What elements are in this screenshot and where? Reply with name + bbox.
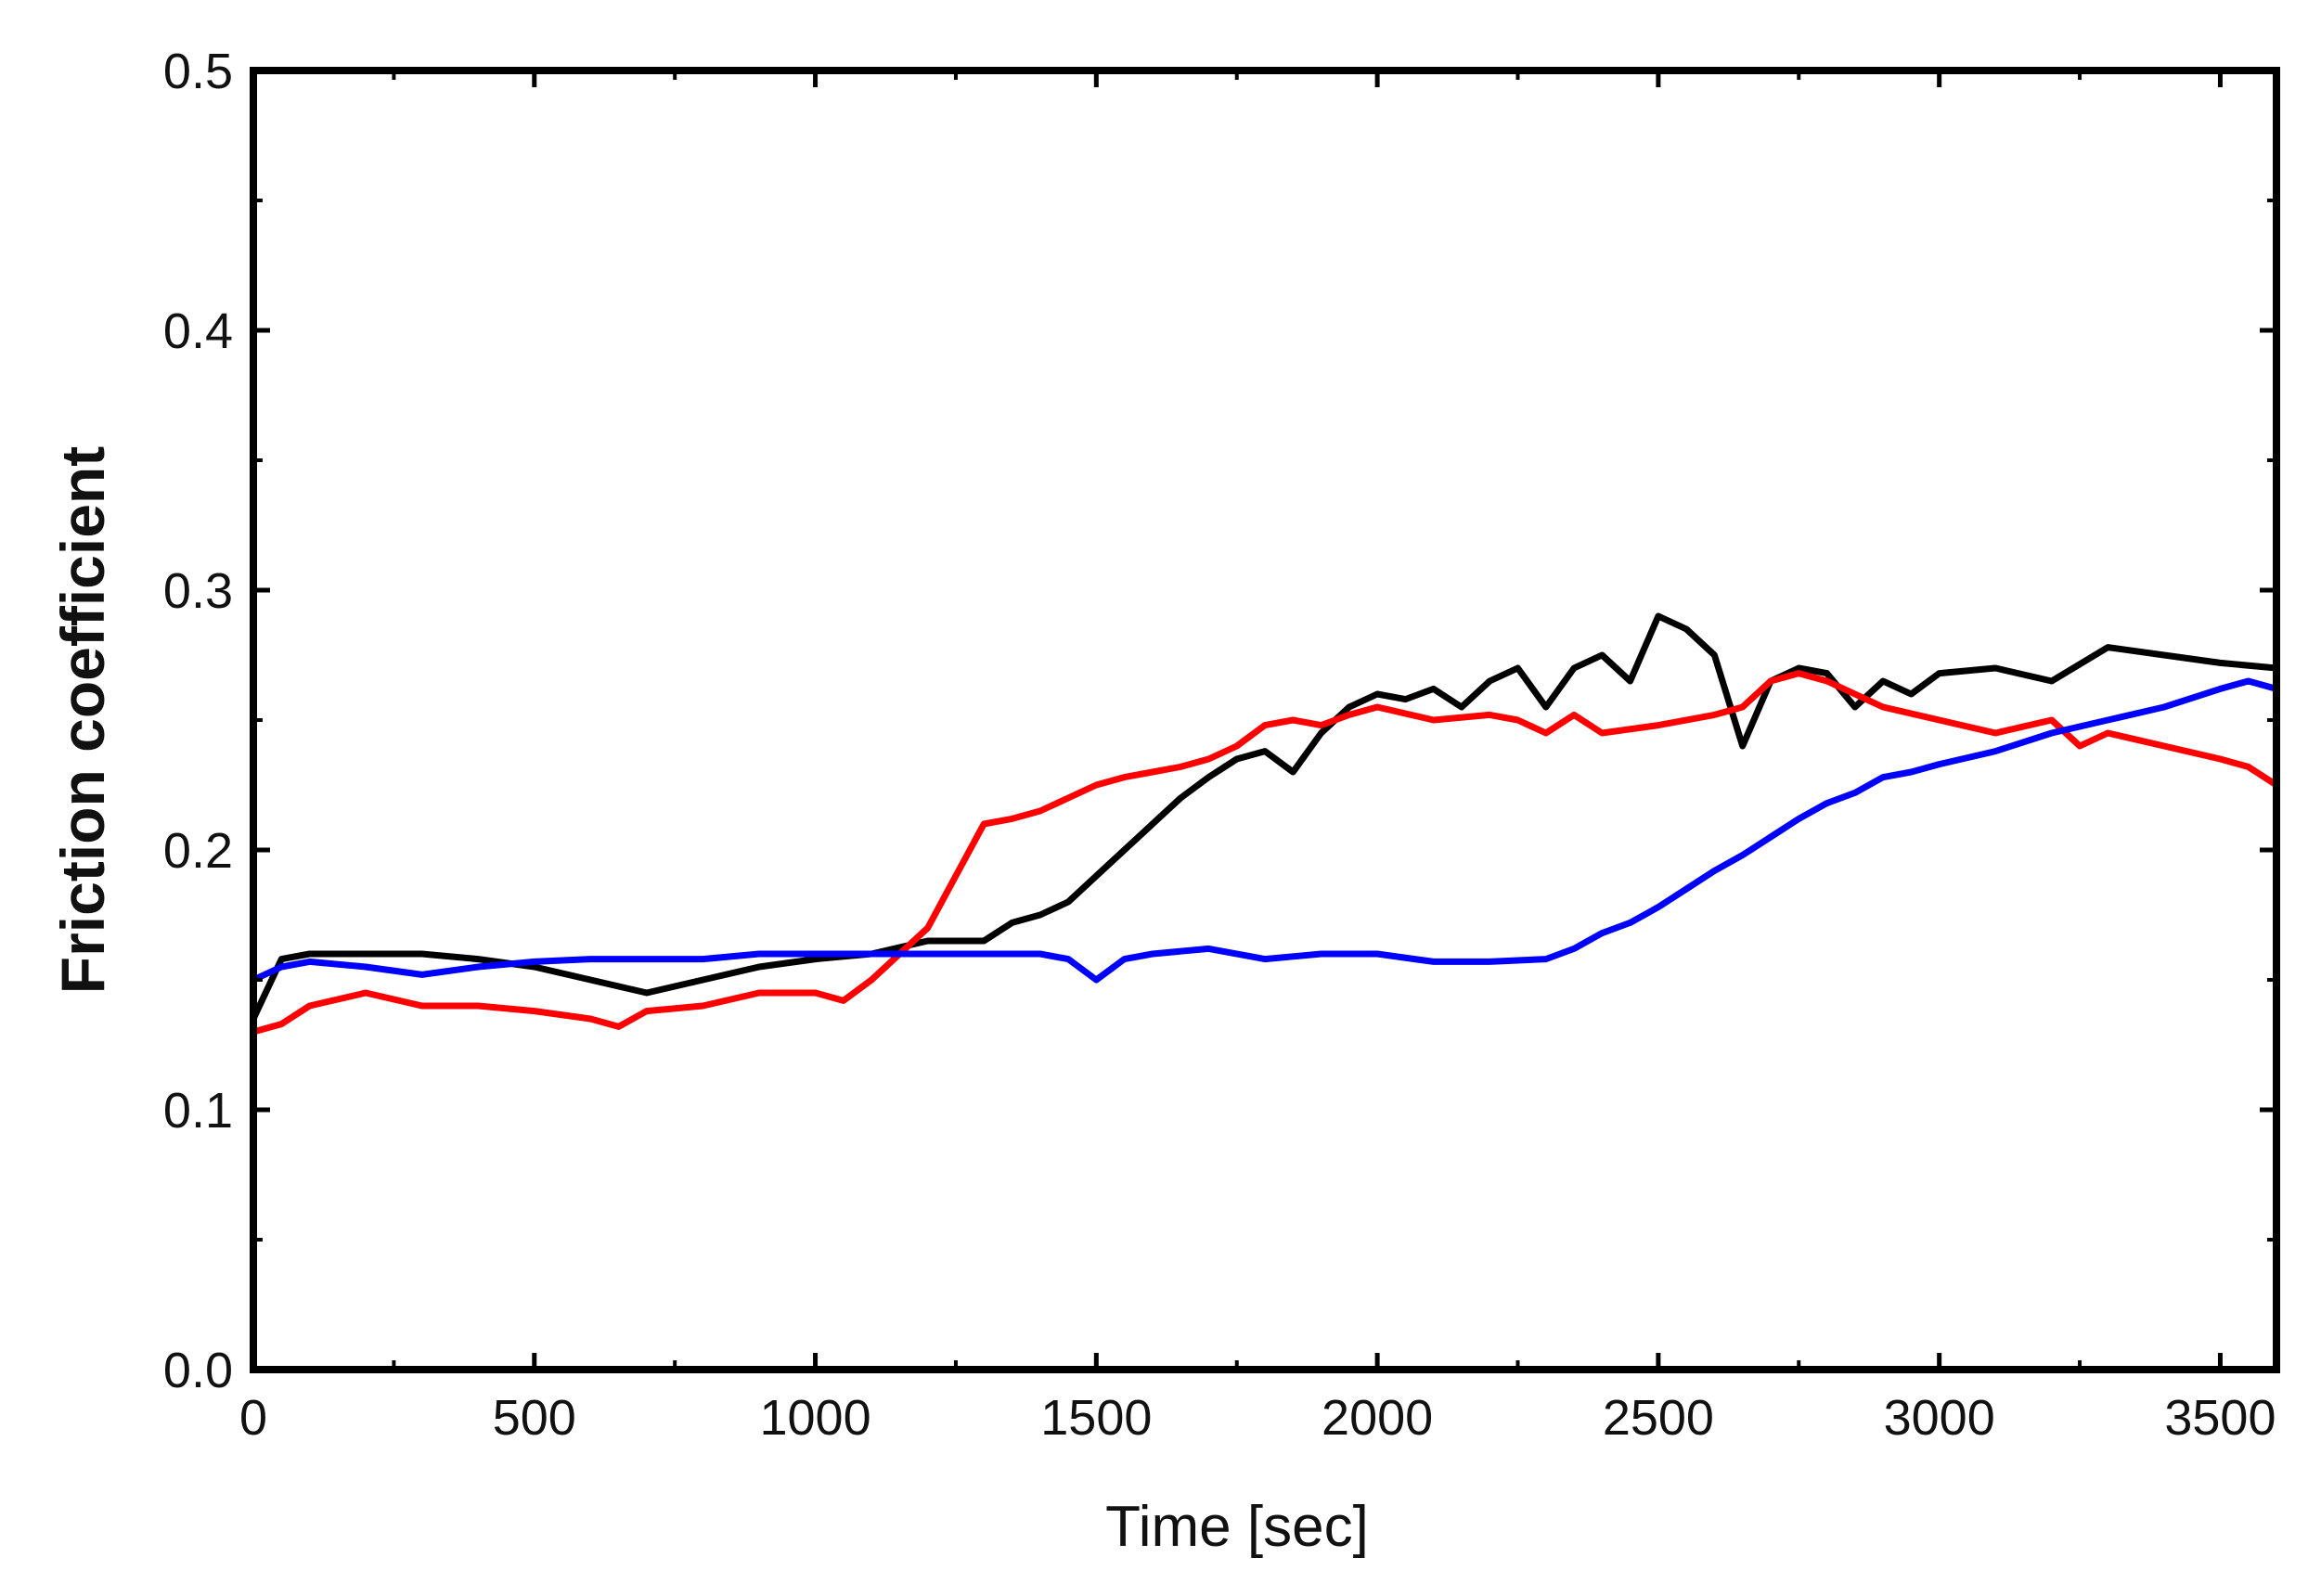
series-line-1 (250, 670, 2280, 1036)
plot-frame (250, 67, 2280, 1373)
x-tick-label-6: 3000 (1884, 1390, 1995, 1446)
x-tick-label-3: 1500 (1040, 1390, 1152, 1446)
x-axis-title: Time [sec] (1105, 1495, 1369, 1559)
x-tick-label-4: 2000 (1322, 1390, 1433, 1446)
x-tick-label-1: 500 (493, 1390, 576, 1446)
x-tick-label-5: 2500 (1603, 1390, 1714, 1446)
x-tick-label-2: 1000 (759, 1390, 870, 1446)
y-axis-title: Friction coefficient (48, 446, 117, 994)
y-tick-label-4: 0.4 (163, 303, 233, 359)
series-layer (250, 612, 2280, 1036)
series-line-2 (250, 677, 2280, 984)
x-tick-label-0: 0 (239, 1390, 267, 1446)
y-tick-label-5: 0.5 (163, 44, 233, 99)
series-line-0 (250, 612, 2280, 1023)
tick-layer (251, 68, 2276, 1372)
y-tick-label-1: 0.1 (163, 1083, 233, 1139)
y-tick-label-3: 0.3 (163, 563, 233, 619)
x-tick-label-7: 3500 (2164, 1390, 2276, 1446)
label-layer: 0 500 1000 1500 2000 2500 3000 3500 0.0 0.1 0.2 0.3… (163, 44, 2276, 1446)
y-tick-label-2: 0.2 (163, 823, 233, 879)
y-tick-label-0: 0.0 (163, 1343, 233, 1398)
